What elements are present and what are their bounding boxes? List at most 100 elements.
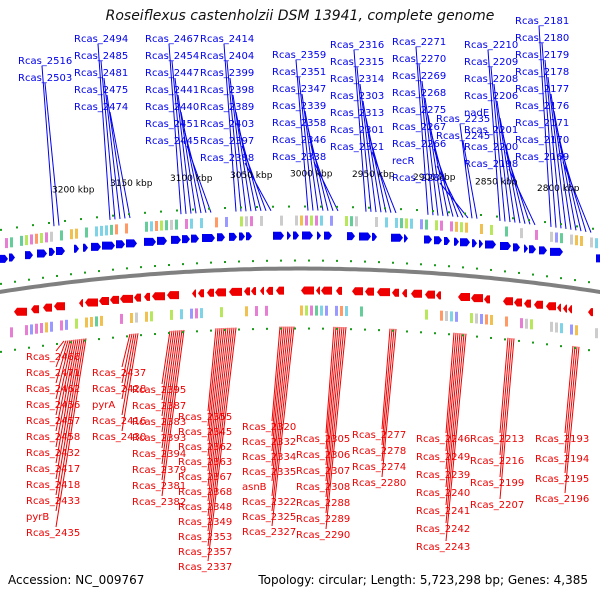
scale-dot [70, 341, 72, 344]
cog-strip [135, 312, 138, 323]
reverse-gene-label: Rcas_2466 [26, 352, 80, 363]
forward-gene-leader [371, 151, 397, 214]
forward-gene-arrow [472, 239, 477, 248]
reverse-gene-label: Rcas_2277 [352, 430, 406, 441]
cog-strip [190, 218, 193, 229]
forward-gene-arrow [102, 241, 115, 250]
reverse-gene-arrow [79, 299, 83, 308]
scale-tick-label: 3100 kbp [170, 174, 213, 184]
cog-strip [215, 217, 218, 228]
reverse-gene-arrow [365, 287, 374, 296]
scale-dot [574, 347, 576, 350]
scale-dot [280, 259, 282, 262]
scale-dot [378, 261, 380, 264]
forward-gene-arrow [324, 231, 332, 240]
reverse-gene-leader [445, 332, 455, 434]
reverse-gene-leader [271, 326, 287, 467]
cog-strip [95, 316, 98, 327]
cog-strip [260, 215, 263, 226]
forward-gene-arrow [302, 231, 313, 240]
forward-gene-leader [493, 83, 511, 223]
reverse-gene-leader [161, 330, 171, 385]
cog-strip [250, 216, 253, 227]
scale-dot [42, 276, 44, 279]
forward-gene-label: Rcas_2414 [200, 34, 254, 45]
cog-strip [560, 233, 563, 244]
cog-strip [505, 316, 508, 327]
scale-dot [84, 271, 86, 274]
cog-strip [280, 215, 283, 226]
reverse-gene-arrow [563, 304, 567, 313]
cog-strip [440, 310, 443, 321]
cog-strip [185, 218, 188, 229]
reverse-gene-arrow [436, 291, 441, 300]
scale-dot [464, 212, 466, 215]
cog-strip [40, 323, 43, 334]
reverse-gene-leader [325, 326, 337, 450]
scale-dot [544, 221, 546, 224]
scale-dot [322, 327, 324, 330]
cog-strip [425, 219, 428, 230]
reverse-gene-label: Rcas_2357 [178, 547, 232, 558]
cog-strip [330, 215, 333, 226]
cog-strip [345, 216, 348, 227]
forward-gene-label: Rcas_2339 [272, 101, 326, 112]
reverse-gene-leader [271, 326, 289, 482]
cog-strip [385, 217, 388, 228]
forward-gene-label: Rcas_2451 [145, 119, 199, 130]
forward-gene-leader [490, 66, 506, 222]
scale-dot [192, 208, 194, 211]
cog-strip [170, 219, 173, 230]
reverse-gene-label: Rcas_2241 [416, 506, 470, 517]
reverse-gene-label: Rcas_2194 [535, 454, 589, 465]
reverse-gene-leader [55, 340, 65, 352]
cog-strip [35, 323, 38, 334]
scale-dot [288, 205, 290, 208]
forward-gene-arrow [144, 237, 156, 246]
reverse-gene-arrow [14, 307, 27, 316]
reverse-gene-leader [325, 326, 339, 466]
cog-strip [120, 313, 123, 324]
forward-gene-leader [353, 49, 367, 212]
cog-strip [320, 215, 323, 226]
reverse-gene-arrow [215, 288, 226, 297]
scale-dot [280, 327, 282, 330]
scale-dot [448, 265, 450, 268]
scale-dot [196, 262, 198, 265]
forward-gene-leader [301, 93, 319, 211]
reverse-gene-leader [325, 326, 335, 434]
forward-gene-arrow [239, 232, 245, 241]
forward-gene-label: Rcas_2271 [392, 37, 446, 48]
cog-strip [35, 233, 38, 244]
forward-gene-leader [223, 43, 237, 212]
scale-dot [476, 335, 478, 338]
scale-dot [304, 205, 306, 208]
forward-gene-label: Rcas_2447 [145, 68, 199, 79]
forward-gene-leader [238, 128, 262, 212]
reverse-gene-label: Rcas_2417 [26, 464, 80, 475]
forward-gene-arrow [171, 235, 181, 244]
forward-gene-arrow [56, 246, 65, 255]
forward-gene-leader [418, 63, 434, 216]
scale-dot [240, 206, 242, 209]
cog-strip [450, 311, 453, 322]
forward-gene-label: Rcas_2475 [74, 85, 128, 96]
reverse-gene-label: Rcas_2207 [470, 500, 524, 511]
cog-strip [595, 238, 598, 249]
cog-strip [480, 313, 483, 324]
scale-dot [576, 225, 578, 228]
forward-gene-leader [424, 97, 444, 216]
cog-strip [165, 220, 168, 231]
forward-gene-leader-lines [41, 25, 592, 233]
cog-strip [520, 228, 523, 239]
reverse-gene-arrow [266, 286, 273, 295]
forward-gene-label: Rcas_2303 [330, 91, 384, 102]
reverse-gene-arrow [514, 298, 522, 307]
reverse-gene-label: Rcas_2216 [470, 456, 524, 467]
scale-dot [126, 267, 128, 270]
reverse-gene-arrow [192, 289, 196, 298]
scale-dot [462, 266, 464, 269]
reverse-gene-arrow [110, 295, 119, 304]
scale-tick-label: 2950 kbp [352, 170, 395, 180]
scale-dot [560, 277, 562, 280]
